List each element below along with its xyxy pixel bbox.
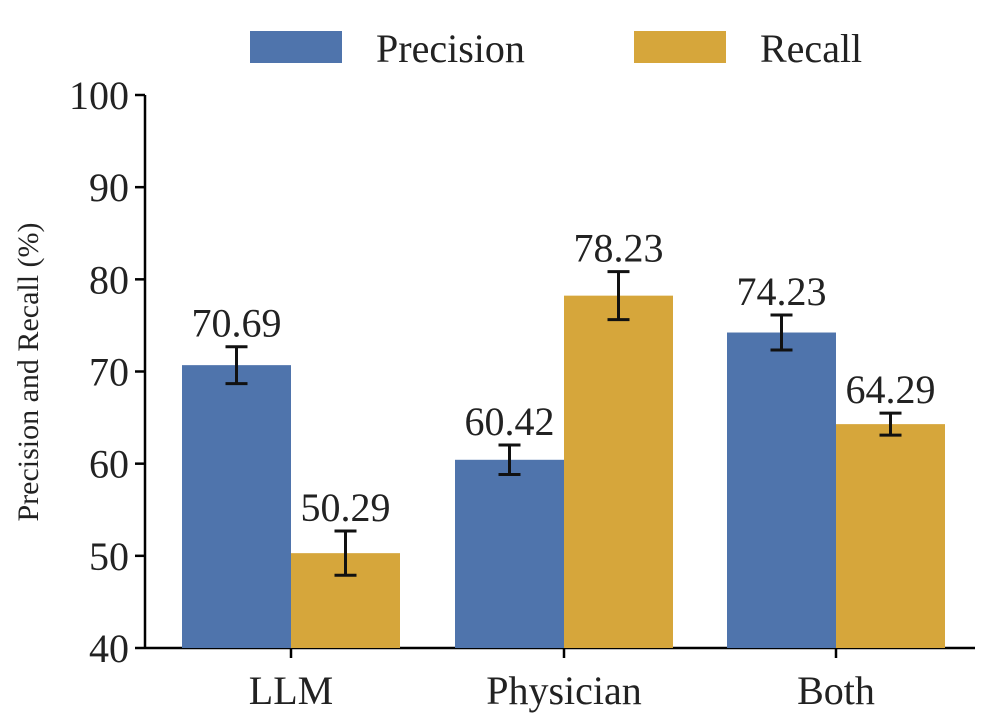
- y-tick-label: 100: [69, 73, 129, 118]
- bars: 70.69 50.29 60.42 78.23 74.23 64.29: [182, 226, 945, 648]
- x-axis: LLM Physician Both: [145, 646, 975, 713]
- data-label: 50.29: [301, 485, 391, 530]
- y-axis: 40 50 60 70 80 90 100: [69, 73, 147, 671]
- x-tick-label: Physician: [486, 668, 642, 713]
- y-tick-label: 90: [89, 165, 129, 210]
- x-tick-label: Both: [797, 668, 875, 713]
- y-tick-label: 80: [89, 257, 129, 302]
- y-tick-label: 70: [89, 350, 129, 395]
- data-label: 78.23: [574, 226, 664, 271]
- bar-precision: [182, 365, 291, 648]
- data-label: 74.23: [737, 269, 827, 314]
- y-tick-label: 60: [89, 442, 129, 487]
- legend: Precision Recall: [250, 26, 862, 71]
- data-label: 64.29: [846, 367, 936, 412]
- legend-label-precision: Precision: [376, 26, 525, 71]
- y-tick-label: 40: [89, 626, 129, 671]
- legend-swatch-recall: [634, 31, 726, 63]
- data-label: 70.69: [192, 301, 282, 346]
- y-axis-title: Precision and Recall (%): [12, 222, 45, 521]
- bar-precision: [727, 332, 836, 648]
- bar-recall: [836, 424, 945, 648]
- y-tick-label: 50: [89, 534, 129, 579]
- legend-label-recall: Recall: [760, 26, 862, 71]
- data-label: 60.42: [465, 399, 555, 444]
- x-tick-label: LLM: [249, 668, 333, 713]
- legend-swatch-precision: [250, 31, 342, 63]
- bar-precision: [455, 459, 564, 648]
- bar-recall: [564, 295, 673, 648]
